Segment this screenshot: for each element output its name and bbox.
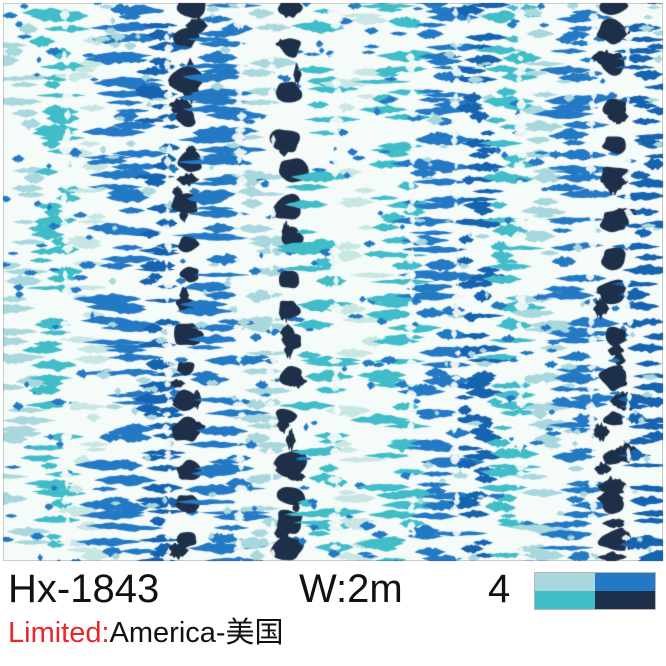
limited-label: Limited: [8,617,110,649]
limited-market-value: America-美国 [109,617,284,649]
pattern-canvas [0,0,666,564]
fabric-width: W:2m [299,567,403,611]
swatch-cell-top-left [535,573,595,591]
product-info-bar: Hx-1843 W:2m 4 Limited:America-美国 [0,564,666,666]
swatch-cell-bottom-right [595,591,655,609]
swatch-cell-bottom-left [535,591,595,609]
swatch-cell-top-right [595,573,655,591]
limited-market-line: Limited:America-美国 [8,614,284,654]
fabric-pattern-image [0,0,666,564]
product-code: Hx-1843 [8,567,160,611]
colorway-count: 4 [488,567,511,611]
colorway-swatch [534,572,656,610]
product-info-row: Hx-1843 W:2m 4 [0,564,666,616]
